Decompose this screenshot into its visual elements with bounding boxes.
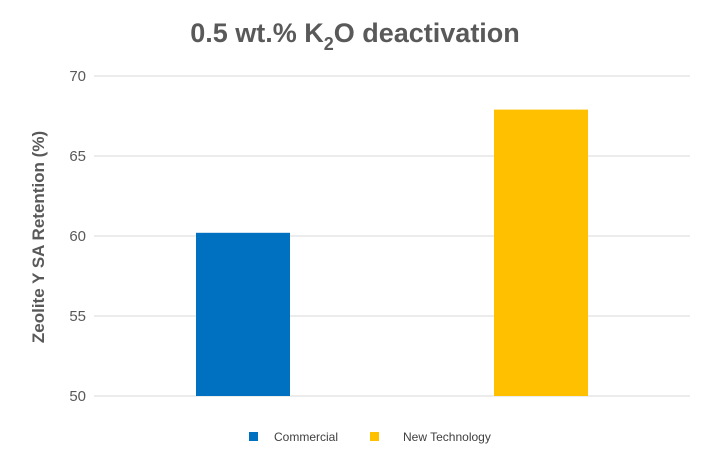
legend-swatch-new-technology [370,432,379,441]
y-tick-label: 70 [69,68,86,85]
legend-label: Commercial [274,430,338,444]
legend-swatch-commercial [249,432,258,441]
chart-title: 0.5 wt.% K2O deactivation [190,18,520,54]
bar-new-technology [494,109,588,396]
y-axis-label: Zeolite Y SA Retention (%) [29,131,48,343]
gridlines [94,75,690,397]
y-tick-label: 50 [69,388,86,405]
y-tick-label: 55 [69,308,86,325]
y-tick-label: 65 [69,148,86,165]
y-axis-ticks: 50 55 60 65 70 [69,68,86,405]
chart-title-subscript: 2 [324,34,334,54]
chart-title-suffix: O deactivation [334,18,520,48]
bars [196,109,588,396]
legend-label: New Technology [403,430,491,444]
y-tick-label: 60 [69,228,86,245]
chart-title-prefix: 0.5 wt.% K [190,18,324,48]
bar-commercial [196,232,290,396]
legend: Commercial New Technology [249,430,491,444]
